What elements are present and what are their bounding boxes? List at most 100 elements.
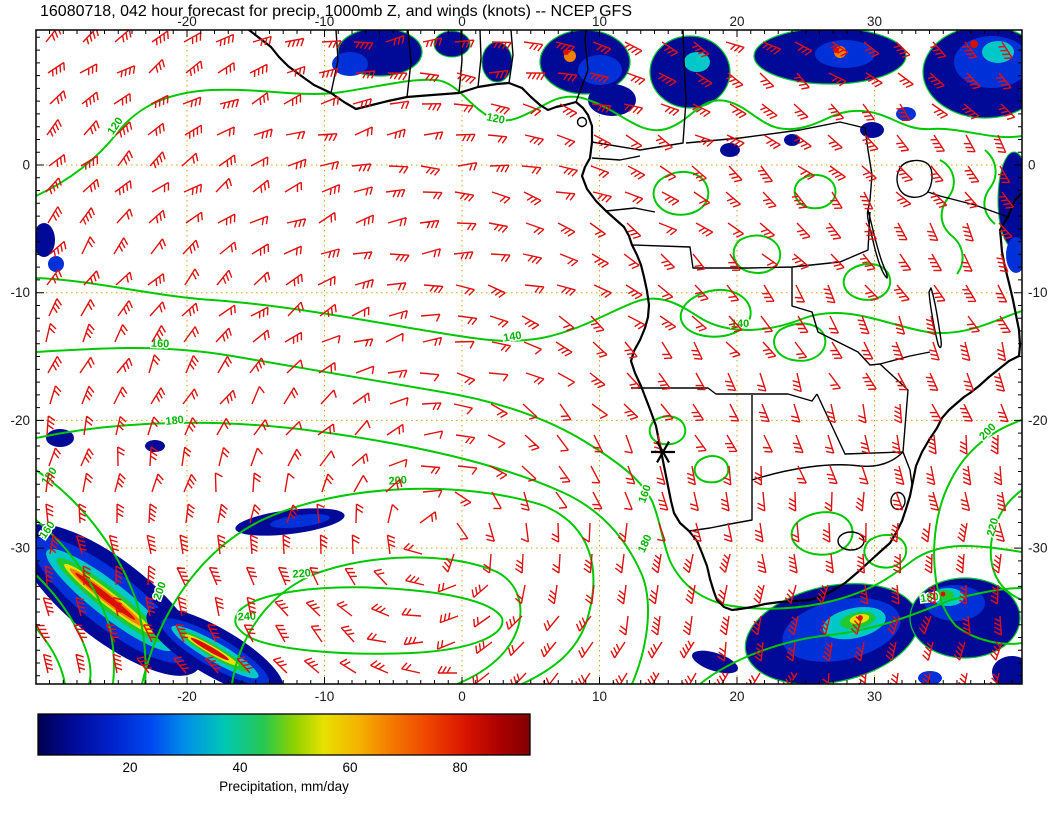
x-axis-tick-label: 20 <box>729 14 744 29</box>
y-axis-left-labels: 0 -10 -20 -30 <box>10 158 30 556</box>
y-axis-tick-label: 0 <box>1028 158 1036 173</box>
height-contour-120 <box>36 78 592 197</box>
storm-band <box>146 607 284 684</box>
height-contour-land <box>939 159 964 275</box>
contour-label: 200 <box>151 580 169 601</box>
map-frame <box>35 29 1023 685</box>
height-contour-land <box>983 149 997 225</box>
x-axis-tick-label: 10 <box>592 689 607 704</box>
precip-blob <box>784 134 800 146</box>
y-axis-tick-label: -30 <box>10 541 30 556</box>
y-axis-tick-label: -20 <box>1028 413 1048 428</box>
precip-blob <box>48 256 64 272</box>
contour-label: 160 <box>151 338 170 351</box>
colorbar-tick-label: 20 <box>122 760 137 775</box>
contour-label: 220 <box>292 567 311 581</box>
plot-title: 16080718, 042 hour forecast for precip, … <box>40 3 632 20</box>
y-axis-tick-label: -10 <box>10 285 30 300</box>
contour-label: 120 <box>105 115 125 137</box>
precip-blob <box>860 122 884 138</box>
precip-blob <box>332 52 368 76</box>
height-contour-land <box>732 234 782 274</box>
y-axis-tick-label: -30 <box>1028 541 1048 556</box>
bioko-island <box>576 116 588 128</box>
x-axis-tick-label: -10 <box>315 14 335 29</box>
height-contour-140 <box>36 574 92 684</box>
station-marker-ray <box>656 441 670 463</box>
y-axis-tick-label: -10 <box>1028 285 1048 300</box>
precip-blob <box>918 671 942 684</box>
contour-label: 120 <box>485 111 505 127</box>
height-contour-140 <box>36 277 1022 342</box>
precip-blob <box>982 41 1014 63</box>
country-borders <box>591 155 1009 218</box>
height-contour-220 <box>989 489 1022 601</box>
height-contour-land <box>693 455 730 484</box>
height-contour-120 <box>36 627 66 684</box>
precip-blob <box>145 440 165 452</box>
colorbar-tick-label: 40 <box>232 760 247 775</box>
precip-blob <box>720 143 740 157</box>
contour-label: 180 <box>636 533 655 555</box>
x-axis-top-labels: -20 -10 0 10 20 30 <box>177 14 882 29</box>
precip-blob <box>1006 237 1022 273</box>
height-contour-land <box>790 511 854 556</box>
precip-core <box>970 40 978 48</box>
height-contour-220 <box>231 556 522 684</box>
africa-coastline <box>247 30 1022 612</box>
storm-band <box>36 524 202 676</box>
x-axis-tick-label: 0 <box>458 689 466 704</box>
colorbar-tick-label: 60 <box>342 760 357 775</box>
x-axis-tick-label: 20 <box>729 689 744 704</box>
precip-blob <box>36 223 55 257</box>
x-axis-bottom-labels: -20 -10 0 10 20 30 <box>177 689 882 704</box>
precip-blob <box>270 514 330 528</box>
contour-label: 180 <box>165 414 185 428</box>
y-axis-tick-label: 0 <box>22 158 30 173</box>
height-contour-land <box>652 170 710 216</box>
tick-marks <box>36 30 1022 684</box>
x-axis-tick-label: 10 <box>592 14 607 29</box>
precip-blob <box>992 656 1022 684</box>
height-contour-180 <box>699 587 1022 684</box>
x-axis-tick-label: 30 <box>867 689 882 704</box>
axis-ticks <box>36 30 1022 684</box>
contour-label: 220 <box>985 517 1001 538</box>
station-marker <box>651 441 675 463</box>
y-axis-tick-label: -20 <box>10 413 30 428</box>
contour-label: 240 <box>237 611 256 624</box>
lake-malawi <box>928 287 942 349</box>
x-axis-tick-label: 0 <box>458 14 466 29</box>
grid-lines <box>36 30 1022 684</box>
height-contour-200 <box>933 419 1022 645</box>
x-axis-tick-label: -20 <box>177 14 197 29</box>
contour-label: 140 <box>502 330 522 345</box>
height-contour-land <box>773 322 827 362</box>
lake-tanganyika <box>866 209 888 279</box>
precip-blob <box>578 55 622 85</box>
wind-barb-field <box>36 30 1016 684</box>
y-axis-right-labels: 0 -10 -20 -30 <box>1028 158 1048 556</box>
precip-blob <box>649 35 731 109</box>
height-contour-land <box>842 262 892 301</box>
wind-barbs <box>36 30 1016 684</box>
height-contour-180 <box>36 469 147 684</box>
x-axis-tick-label: -20 <box>177 689 197 704</box>
height-contour-240 <box>234 586 504 655</box>
precip-blob <box>46 429 74 447</box>
height-contour-160 <box>36 519 115 684</box>
x-axis-tick-label: -10 <box>315 689 335 704</box>
colorbar-caption: Precipitation, mm/day <box>219 779 349 794</box>
height-contour-120 <box>590 99 1022 138</box>
country-borders <box>631 387 904 532</box>
precip-blob <box>684 52 710 72</box>
x-axis-tick-label: 30 <box>867 14 882 29</box>
colorbar: 20 40 60 80 Precipitation, mm/day <box>37 713 531 794</box>
lake-victoria <box>896 159 933 198</box>
colorbar-tick-label: 80 <box>452 760 467 775</box>
colorbar-gradient <box>37 713 531 756</box>
country-borders <box>330 30 589 103</box>
height-contour-land <box>648 415 687 446</box>
